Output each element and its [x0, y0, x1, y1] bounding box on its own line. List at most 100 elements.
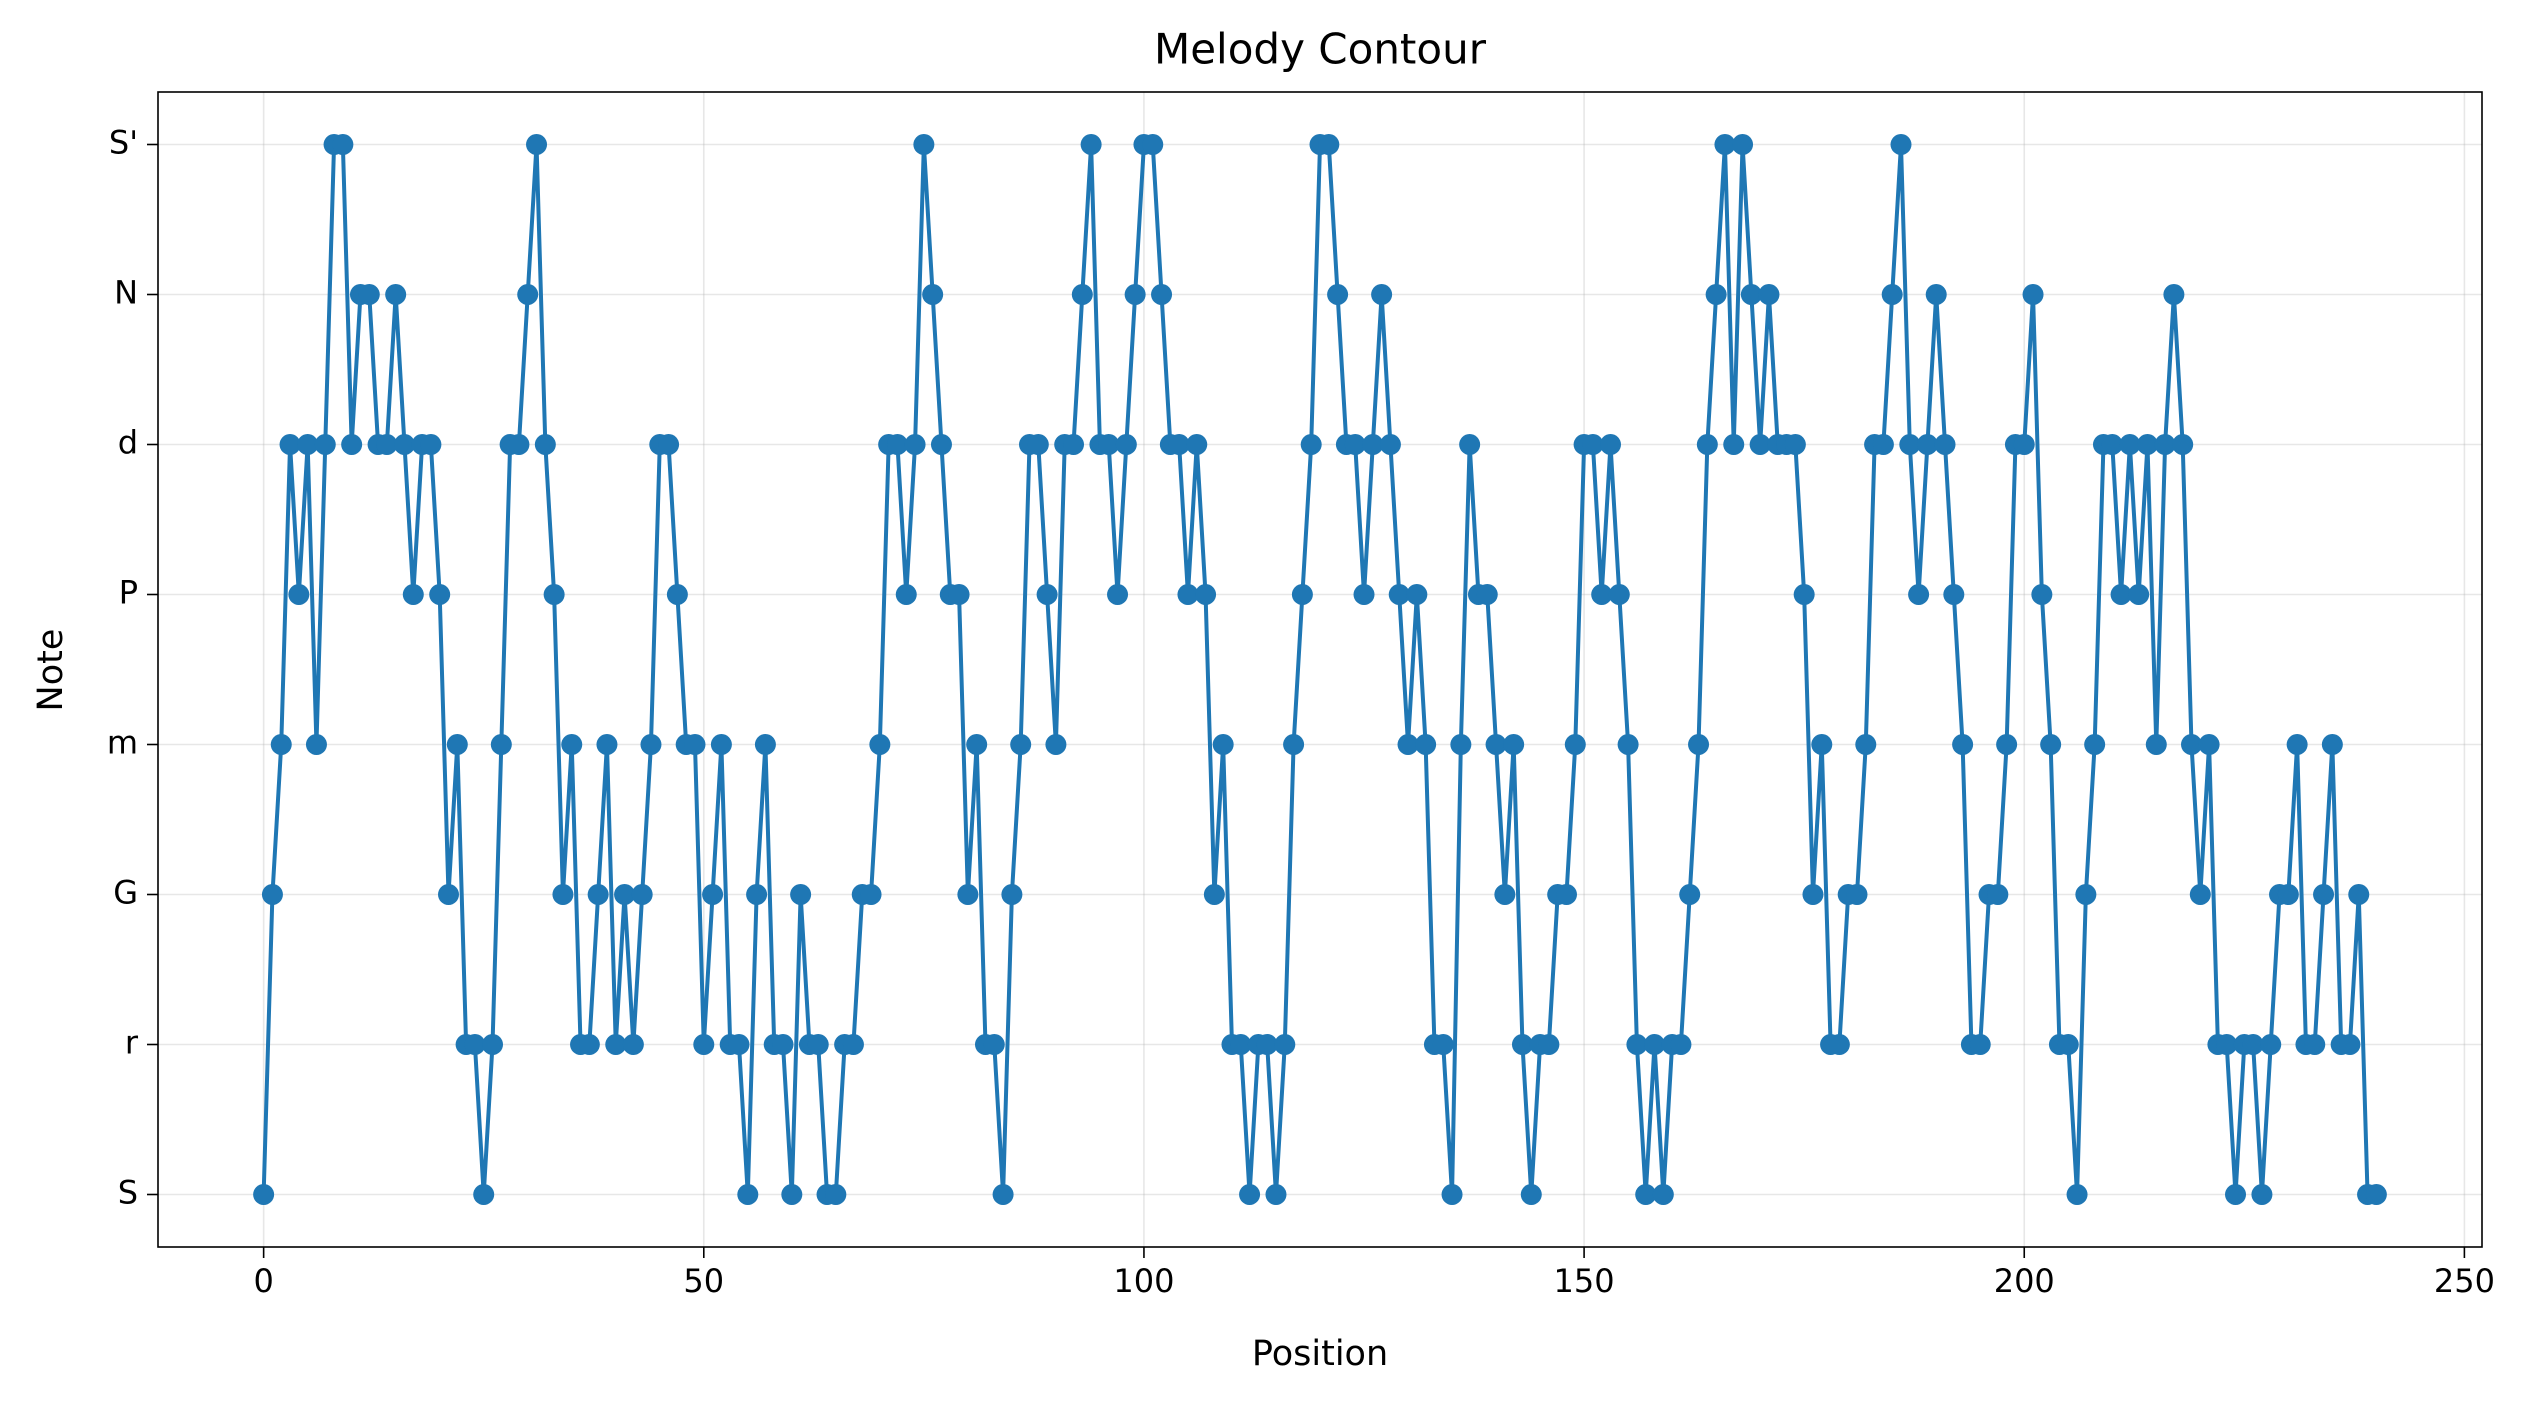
- note-marker: [1036, 584, 1058, 605]
- note-marker: [420, 434, 442, 455]
- note-marker: [1670, 1034, 1692, 1055]
- note-marker: [2163, 284, 2185, 305]
- note-marker: [2348, 884, 2370, 905]
- note-marker: [446, 734, 468, 755]
- note-marker: [1749, 434, 1771, 455]
- note-marker: [490, 734, 512, 755]
- note-marker: [1908, 584, 1930, 605]
- note-marker: [614, 884, 636, 905]
- note-marker: [1987, 884, 2009, 905]
- note-marker: [992, 1184, 1014, 1205]
- note-marker: [1758, 284, 1780, 305]
- note-marker: [983, 1034, 1005, 1055]
- note-marker: [2057, 1034, 2079, 1055]
- note-marker: [1740, 284, 1762, 305]
- note-marker: [2225, 1184, 2247, 1205]
- note-marker: [587, 884, 609, 905]
- note-marker: [790, 884, 812, 905]
- note-marker: [1327, 284, 1349, 305]
- note-marker: [2154, 434, 2176, 455]
- note-marker: [1538, 1034, 1560, 1055]
- note-marker: [1441, 1184, 1463, 1205]
- note-marker: [869, 734, 891, 755]
- note-marker: [1652, 1184, 1674, 1205]
- note-marker: [288, 584, 310, 605]
- note-marker: [1943, 584, 1965, 605]
- note-marker: [1969, 1034, 1991, 1055]
- y-tick-label: G: [113, 874, 138, 912]
- note-marker: [1256, 1034, 1278, 1055]
- note-marker: [561, 734, 583, 755]
- note-marker: [279, 434, 301, 455]
- note-marker: [860, 884, 882, 905]
- note-marker: [1696, 434, 1718, 455]
- note-marker: [1406, 584, 1428, 605]
- note-marker: [438, 884, 459, 905]
- note-marker: [2110, 584, 2132, 605]
- note-marker: [1115, 434, 1137, 455]
- x-tick-label: 150: [1554, 1262, 1615, 1300]
- note-marker: [508, 434, 530, 455]
- note-marker: [2365, 1184, 2387, 1205]
- note-marker: [1230, 1034, 1252, 1055]
- note-marker: [1591, 584, 1613, 605]
- note-marker: [1098, 434, 1120, 455]
- note-marker: [1001, 884, 1023, 905]
- note-marker: [526, 134, 548, 155]
- note-marker: [1494, 884, 1516, 905]
- note-marker: [552, 884, 574, 905]
- note-marker: [2040, 734, 2062, 755]
- note-marker: [402, 584, 424, 605]
- x-tick-label: 250: [2434, 1262, 2495, 1300]
- y-tick-label: r: [125, 1024, 139, 1062]
- note-marker: [2260, 1034, 2282, 1055]
- note-marker: [1503, 734, 1525, 755]
- chart-title: Melody Contour: [1154, 25, 1487, 74]
- note-marker: [1459, 434, 1481, 455]
- note-marker: [2145, 734, 2167, 755]
- note-marker: [710, 734, 732, 755]
- note-marker: [1934, 434, 1956, 455]
- note-marker: [2119, 434, 2141, 455]
- note-marker: [1265, 1184, 1287, 1205]
- note-marker: [658, 434, 680, 455]
- note-marker: [2216, 1034, 2238, 1055]
- note-marker: [2321, 734, 2343, 755]
- note-marker: [1203, 884, 1225, 905]
- note-marker: [482, 1034, 504, 1055]
- note-marker: [341, 434, 363, 455]
- note-marker: [1353, 584, 1375, 605]
- note-marker: [376, 434, 398, 455]
- note-marker: [622, 1034, 644, 1055]
- note-marker: [253, 1184, 275, 1205]
- note-marker: [772, 1034, 794, 1055]
- note-marker: [1186, 434, 1208, 455]
- note-marker: [2013, 434, 2035, 455]
- note-marker: [543, 584, 565, 605]
- note-marker: [1881, 284, 1903, 305]
- note-marker: [1679, 884, 1701, 905]
- note-marker: [737, 1184, 759, 1205]
- note-marker: [2181, 734, 2202, 755]
- note-marker: [1617, 734, 1639, 755]
- note-marker: [1564, 734, 1586, 755]
- note-marker: [1890, 134, 1912, 155]
- note-marker: [1925, 284, 1947, 305]
- note-marker: [1212, 734, 1234, 755]
- note-marker: [2128, 584, 2150, 605]
- note-marker: [1855, 734, 1877, 755]
- note-marker: [358, 284, 380, 305]
- note-marker: [728, 1034, 750, 1055]
- note-marker: [825, 1184, 847, 1205]
- note-marker: [1397, 734, 1419, 755]
- note-marker: [1450, 734, 1472, 755]
- note-marker: [2031, 584, 2053, 605]
- note-marker: [464, 1034, 486, 1055]
- note-marker: [1476, 584, 1498, 605]
- note-marker: [1811, 734, 1833, 755]
- note-marker: [517, 284, 539, 305]
- note-marker: [1239, 1184, 1261, 1205]
- note-marker: [1027, 434, 1049, 455]
- note-marker: [930, 434, 952, 455]
